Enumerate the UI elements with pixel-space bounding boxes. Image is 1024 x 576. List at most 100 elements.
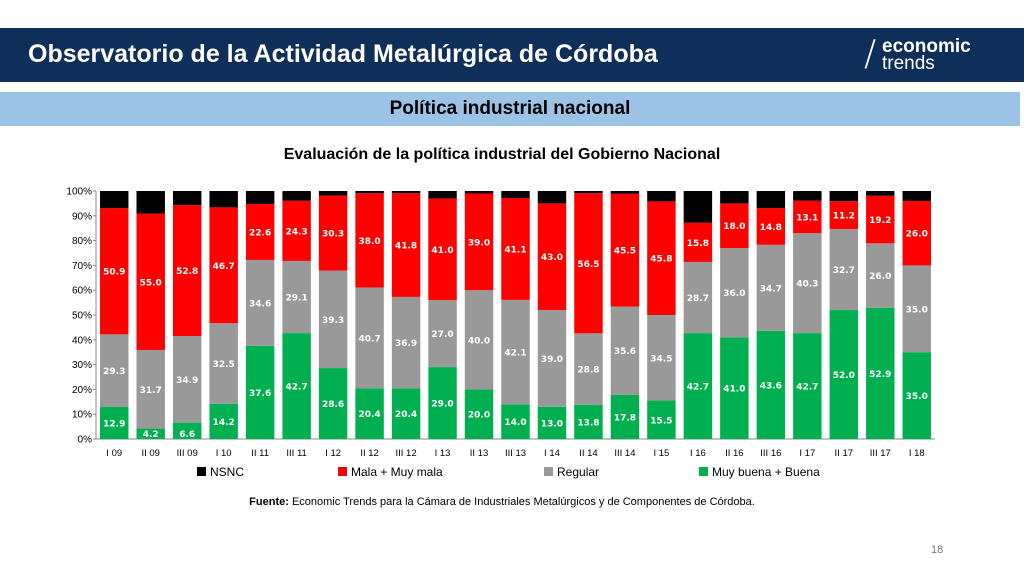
bar-segment [683, 333, 713, 439]
data-label: 40.7 [358, 334, 380, 344]
data-label: 30.3 [322, 230, 344, 240]
data-label: 41.1 [504, 245, 526, 255]
data-label: 34.5 [650, 354, 672, 364]
bar-segment [282, 260, 311, 334]
bar-segment [720, 337, 749, 439]
legend-label: Mala + Muy mala [351, 465, 443, 479]
bar-segment [793, 191, 822, 201]
bar-segment [172, 191, 202, 206]
data-label: 18.0 [723, 222, 745, 232]
y-tick-label: 70% [72, 261, 92, 272]
data-label: 17.8 [614, 413, 636, 423]
data-label: 52.8 [176, 267, 198, 277]
x-tick-label: I 10 [216, 448, 232, 459]
data-label: 13.8 [577, 418, 599, 428]
bar-segment [683, 261, 713, 334]
header-bar: Observatorio de la Actividad Metalúrgica… [0, 28, 1024, 82]
bar-segment [318, 270, 348, 369]
bar-segment [829, 310, 859, 439]
x-tick-label: I 14 [544, 448, 560, 459]
bar-segment [902, 200, 931, 266]
bar-segment [574, 193, 603, 334]
data-label: 26.0 [869, 272, 891, 282]
data-label: 14.2 [213, 418, 235, 428]
data-label: 4.2 [143, 430, 159, 440]
bar-segment [866, 307, 895, 439]
data-label: 20.4 [358, 410, 380, 420]
bar-segment [209, 403, 238, 439]
bar-segment [282, 333, 311, 439]
bar-segment [355, 287, 384, 389]
bar-segment [574, 333, 603, 405]
bar-segment [136, 349, 165, 429]
x-tick-label: II 11 [251, 448, 269, 459]
bar-segment [136, 428, 165, 439]
bar-segment [209, 323, 238, 404]
data-label: 13.0 [541, 419, 563, 429]
data-label: 35.6 [614, 347, 636, 357]
bar-segment [756, 330, 786, 439]
data-label: 14.0 [504, 418, 526, 428]
section-title: Política industrial nacional [389, 98, 631, 119]
bar-segment [647, 201, 676, 315]
x-tick-label: III 11 [286, 448, 306, 459]
x-tick-label: I 09 [106, 448, 122, 459]
bar-segment [501, 299, 530, 405]
bar-segment [100, 334, 129, 408]
bar-segment [318, 191, 348, 196]
bar-segment [720, 203, 749, 249]
bar-segment [209, 191, 238, 208]
data-label: 38.0 [358, 237, 380, 247]
bar-segment [647, 191, 676, 202]
bar-segment [318, 195, 348, 271]
data-label: 41.0 [723, 385, 745, 395]
data-label: 32.7 [833, 266, 855, 276]
bar-segment [501, 191, 530, 198]
bar-segment [902, 352, 931, 439]
x-tick-label: III 13 [505, 448, 526, 459]
stacked-bar-chart: 0% 10% 20% 30% 40% 50% 60% 70% 80% 90% 100% 12.9 29.… [66, 187, 935, 479]
bar-segment [537, 310, 567, 407]
data-label: 27.0 [431, 330, 453, 340]
bar-segment [245, 345, 275, 439]
x-tick-label: III 16 [760, 448, 781, 459]
bar-segment [902, 191, 931, 201]
bar-segment [318, 368, 348, 439]
data-label: 43.0 [541, 253, 563, 263]
source-label: Fuente: [249, 496, 289, 508]
x-tick-label: II 13 [470, 448, 489, 459]
bar-segment [428, 191, 457, 199]
data-label: 29.3 [103, 367, 125, 377]
bar-segment [683, 191, 713, 223]
y-tick-label: 0% [78, 435, 93, 446]
bar-segment [756, 191, 786, 209]
bar-segment [610, 394, 640, 439]
x-tick-label: II 12 [360, 448, 379, 459]
bar-segment [355, 388, 384, 439]
data-label: 29.0 [431, 400, 453, 410]
bar-segment [428, 367, 457, 439]
legend-label: NSNC [210, 465, 244, 479]
data-label: 34.7 [760, 284, 782, 294]
bar-segment [756, 208, 786, 245]
bar-segment [391, 388, 421, 439]
data-label: 37.6 [249, 389, 271, 399]
data-label: 42.7 [286, 383, 308, 393]
bar-segment [464, 193, 494, 291]
y-tick-label: 30% [72, 360, 92, 371]
legend-swatch [338, 467, 347, 476]
bar-segment [720, 248, 749, 338]
bar-segment [245, 259, 275, 346]
x-tick-label: III 14 [614, 448, 635, 459]
bar-segment [501, 404, 530, 439]
data-label: 36.9 [395, 339, 417, 349]
logo-text-trends: trends [882, 53, 935, 74]
bar-segment [720, 191, 749, 204]
source-text: Economic Trends para la Cámara de Indust… [291, 496, 755, 508]
data-label: 12.9 [103, 420, 125, 430]
bar-segment [100, 208, 129, 335]
page-number: 18 [931, 544, 944, 556]
y-tick-label: 90% [72, 211, 92, 222]
data-label: 29.1 [286, 294, 308, 304]
data-label: 43.6 [760, 381, 782, 391]
